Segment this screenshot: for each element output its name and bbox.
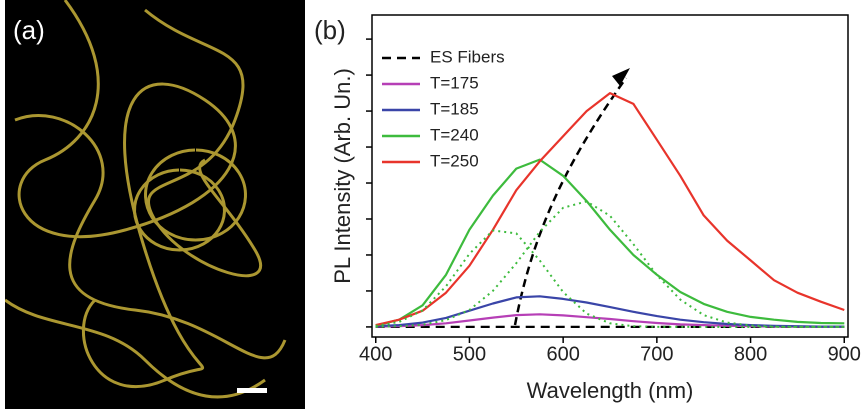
scale-bar — [237, 388, 267, 393]
x-axis-label: Wavelength (nm) — [527, 378, 694, 403]
series-line — [375, 92, 845, 327]
series-line — [375, 158, 845, 327]
arrow-head — [612, 68, 630, 86]
panel-label: (a) — [13, 15, 45, 45]
x-tick-label: 900 — [828, 343, 861, 365]
legend-label: T=250 — [430, 151, 479, 170]
micrograph: (a) — [5, 0, 305, 409]
x-tick-label: 400 — [359, 343, 392, 365]
trend-arrow — [513, 77, 628, 326]
x-tick-label: 800 — [734, 343, 767, 365]
legend-label: T=175 — [430, 73, 479, 92]
x-tick-label: 600 — [546, 343, 579, 365]
series-line — [375, 200, 845, 328]
legend-label: ES Fibers — [430, 47, 505, 66]
photo-background — [5, 0, 305, 409]
plot-frame — [371, 14, 849, 338]
legend-label: T=240 — [430, 125, 479, 144]
x-tick-label: 500 — [453, 343, 486, 365]
legend-label: T=185 — [430, 99, 479, 118]
x-tick-label: 700 — [640, 343, 673, 365]
series-line — [375, 229, 845, 328]
fibers — [5, 0, 287, 399]
series-line — [375, 295, 845, 328]
panel-label: (b) — [314, 15, 346, 45]
y-axis-label: PL Intensity (Arb. Un.) — [330, 68, 355, 284]
chart: (b) PL Intensity (Arb. Un.) Wavelength (… — [314, 14, 861, 403]
